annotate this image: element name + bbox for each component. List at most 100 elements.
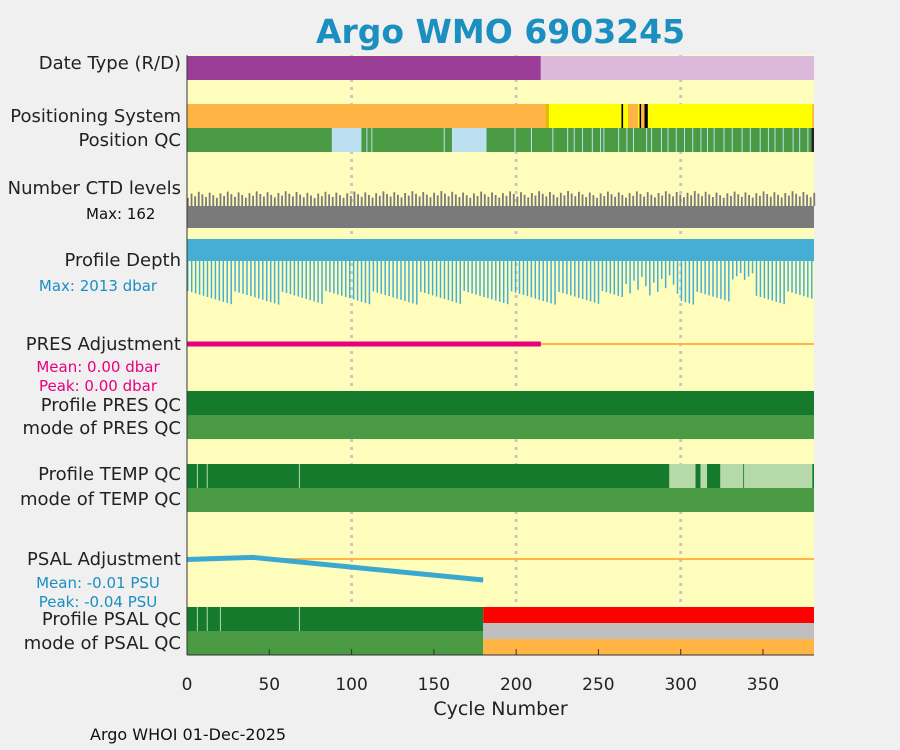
ctd-level-bar — [813, 192, 816, 206]
ctd-level-bar — [668, 193, 671, 206]
profile-depth-bar — [218, 261, 221, 301]
positioning-segment — [549, 104, 814, 128]
profile-depth-bar — [360, 261, 363, 302]
profile-temp-qc-tick — [206, 464, 208, 488]
ctd-level-bar — [552, 194, 555, 206]
profile-depth-bar — [344, 261, 347, 297]
profile-depth-bar — [593, 261, 596, 303]
ctd-level-bar — [733, 191, 736, 206]
profile-depth-bar — [305, 261, 307, 299]
position-qc-tick — [700, 128, 702, 152]
profile-depth-bar — [293, 261, 296, 296]
profile-depth-bar — [265, 261, 268, 301]
x-tick-label: 350 — [746, 675, 780, 695]
profile-depth-bar — [534, 261, 537, 299]
ctd-level-bar — [599, 193, 602, 206]
position-qc-tick — [782, 128, 784, 152]
position-qc-tick — [443, 128, 445, 152]
profile-depth-bar — [364, 261, 367, 303]
position-qc-tick — [807, 128, 809, 152]
ctd-level-bar — [722, 197, 725, 206]
position-qc-tick — [514, 128, 516, 152]
profile-temp-qc-dark — [695, 464, 701, 488]
ctd-level-bar — [234, 196, 236, 206]
profile-depth-bar — [329, 261, 331, 293]
position-qc-tick — [618, 128, 620, 152]
profile-psal-qc-bar — [187, 607, 484, 631]
profile-depth-bar — [447, 261, 450, 301]
position-qc-tick — [675, 128, 677, 152]
profile-depth-bar — [190, 261, 193, 293]
profile-depth-bar — [732, 261, 734, 280]
profile-depth-bar — [491, 261, 493, 300]
profile-depth-bar — [712, 261, 714, 297]
profile-depth-bar — [779, 261, 781, 303]
ctd-level-bar — [194, 196, 197, 206]
profile-depth-bar — [716, 261, 718, 298]
profile-depth-bar — [657, 261, 659, 292]
ctd-level-bar — [349, 196, 352, 206]
ctd-level-bar — [255, 191, 258, 206]
x-axis-label: Cycle Number — [433, 698, 568, 720]
profile-depth-bar — [672, 261, 675, 285]
profile-depth-bar — [309, 261, 311, 301]
ctd-level-bar — [592, 195, 595, 206]
ctd-max-note: Max: 162 — [86, 205, 156, 223]
profile-depth-bar — [479, 261, 481, 296]
label-profile-psal-qc: Profile PSAL QC — [41, 609, 181, 630]
profile-depth-base — [187, 239, 814, 261]
profile-depth-bar — [431, 261, 434, 296]
profile-depth-bar — [380, 261, 383, 294]
profile-depth-bar — [526, 261, 529, 297]
ctd-level-bar — [798, 196, 801, 206]
ctd-level-bar — [259, 194, 262, 206]
profile-depth-bar — [645, 261, 647, 287]
profile-depth-bar — [751, 261, 754, 274]
profile-depth-bar — [499, 261, 501, 302]
position-qc-tick — [713, 128, 715, 152]
ctd-level-bar — [570, 193, 573, 206]
profile-depth-bar — [625, 261, 627, 285]
profile-depth-bar — [408, 261, 410, 303]
ctd-level-bar — [766, 194, 769, 206]
ctd-level-bar — [606, 191, 609, 206]
ctd-level-bar — [719, 195, 722, 206]
profile-depth-bar — [269, 261, 272, 303]
profile-depth-bar — [258, 261, 260, 299]
profile-depth-bar — [396, 261, 398, 299]
profile-depth-bar — [771, 261, 774, 301]
ctd-level-bar — [491, 192, 493, 206]
position-qc-tick — [731, 128, 733, 152]
profile-depth-bar — [187, 261, 189, 291]
ctd-level-bar — [320, 196, 323, 206]
ctd-level-bar — [473, 193, 475, 206]
profile-depth-bar — [787, 261, 789, 292]
profile-depth-bar — [388, 261, 390, 297]
ctd-level-bar — [541, 193, 544, 206]
ctd-level-bar — [378, 195, 381, 206]
profile-depth-bar — [530, 261, 533, 298]
ctd-level-bar — [534, 195, 537, 206]
ctd-level-bar — [310, 195, 312, 206]
profile-depth-bar — [546, 261, 548, 303]
profile-depth-bar — [289, 261, 292, 295]
profile-depth-bar — [210, 261, 213, 299]
ctd-level-bar — [407, 195, 410, 206]
ctd-level-bar — [690, 195, 693, 206]
profile-depth-bar — [763, 261, 766, 299]
x-tick-label: 300 — [664, 675, 697, 695]
profile-depth-bar — [455, 261, 458, 303]
ctd-level-bar — [433, 192, 436, 206]
profile-depth-bar — [372, 261, 375, 292]
profile-depth-bar — [558, 261, 560, 292]
ctd-level-bar — [697, 193, 700, 206]
profile-depth-bar — [246, 261, 248, 295]
profile-depth-bar — [376, 261, 379, 293]
ctd-level-bar — [205, 197, 207, 206]
profile-depth-bar — [384, 261, 386, 295]
profile-depth-bar — [641, 261, 643, 277]
profile-depth-bar — [724, 261, 726, 301]
position-qc-light-segment — [451, 128, 487, 152]
ctd-level-bar — [317, 193, 320, 206]
position-qc-tick — [692, 128, 694, 152]
